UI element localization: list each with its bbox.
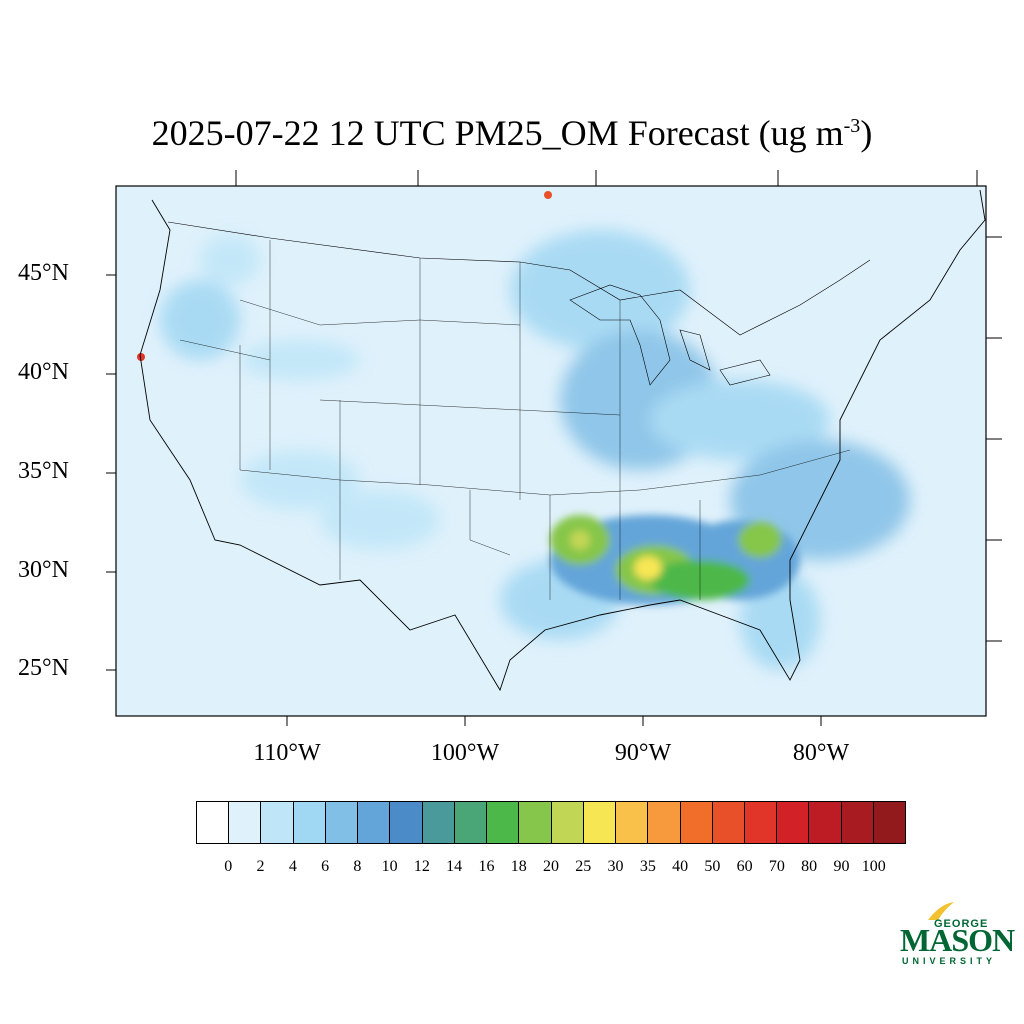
colorbar-tick-label: 4: [288, 858, 297, 875]
colorbar-tick-label: 12: [413, 858, 430, 875]
logo-george: GEORGE: [934, 918, 989, 930]
colorbar-swatch: [261, 802, 294, 843]
colorbar-swatch: [358, 802, 391, 843]
lon-label-80w: 80°W: [792, 740, 850, 766]
colorbar-swatch: [229, 802, 262, 843]
colorbar-tick-label: 60: [736, 858, 753, 875]
colorbar-tick-label: 20: [543, 858, 559, 875]
colorbar-swatch: [777, 802, 810, 843]
country-outline: [139, 189, 986, 692]
colorbar-tick-label: 10: [381, 858, 398, 875]
colorbar-swatch: [583, 802, 617, 843]
axis-ticks: [106, 170, 1002, 726]
colorbar-swatch: [616, 802, 649, 843]
colorbar-swatch: [325, 802, 359, 843]
colorbar-tick-label: 100: [861, 858, 886, 875]
colorbar-tick-label: 70: [768, 858, 785, 875]
colorbar: [196, 801, 906, 844]
colorbar-tick-label: 16: [478, 858, 495, 875]
colorbar-tick-label: 90: [833, 858, 850, 875]
colorbar-tick-label: 0: [224, 858, 233, 875]
colorbar-swatch: [390, 802, 423, 843]
lat-label-45n: 45°N: [18, 260, 69, 286]
colorbar-tick-label: 18: [510, 858, 527, 875]
colorbar-tick-label: 40: [672, 858, 689, 875]
lat-label-40n: 40°N: [18, 359, 69, 385]
logo-university: UNIVERSITY: [902, 956, 997, 966]
logo-flame-icon: [928, 902, 954, 920]
colorbar-tick-label: 8: [353, 858, 362, 875]
colorbar-swatch: [422, 802, 455, 843]
lon-label-110w: 110°W: [253, 740, 321, 766]
lat-label-35n: 35°N: [18, 458, 69, 484]
colorbar-swatch: [873, 802, 906, 843]
gmu-logo: GEORGE MASON UNIVERSITY: [898, 900, 1015, 970]
colorbar-swatch: [712, 802, 745, 843]
colorbar-swatch: [293, 802, 326, 843]
colorbar-tick-label: 80: [801, 858, 818, 875]
colorbar-swatch: [487, 802, 520, 843]
state-lines: [179, 240, 851, 600]
colorbar-swatch: [744, 802, 778, 843]
lat-label-25n: 25°N: [18, 655, 69, 681]
colorbar-swatch: [680, 802, 713, 843]
lon-label-100w: 100°W: [430, 740, 500, 766]
colorbar-tick-label: 6: [321, 858, 330, 875]
lon-label-90w: 90°W: [614, 740, 672, 766]
colorbar-swatch: [648, 802, 681, 843]
colorbar-tick-label: 35: [639, 858, 656, 875]
colorbar-tick-label: 30: [607, 858, 624, 875]
colorbar-swatch: [519, 802, 552, 843]
chart-title: 2025-07-22 12 UTC PM25_OM Forecast (ug m…: [151, 113, 873, 153]
colorbar-swatch: [454, 802, 488, 843]
logo-mason: MASON: [900, 922, 1015, 958]
colorbar-swatch: [551, 802, 584, 843]
colorbar-swatch: [809, 802, 842, 843]
colorbar-swatch: [841, 802, 874, 843]
colorbar-tick-label: 25: [575, 858, 592, 875]
colorbar-tick-label: 14: [446, 858, 463, 875]
lat-label-30n: 30°N: [18, 557, 69, 583]
colorbar-swatch: [197, 802, 230, 843]
colorbar-tick-label: 50: [704, 858, 721, 875]
great-lakes: [569, 284, 771, 386]
colorbar-tick-label: 2: [256, 858, 265, 875]
